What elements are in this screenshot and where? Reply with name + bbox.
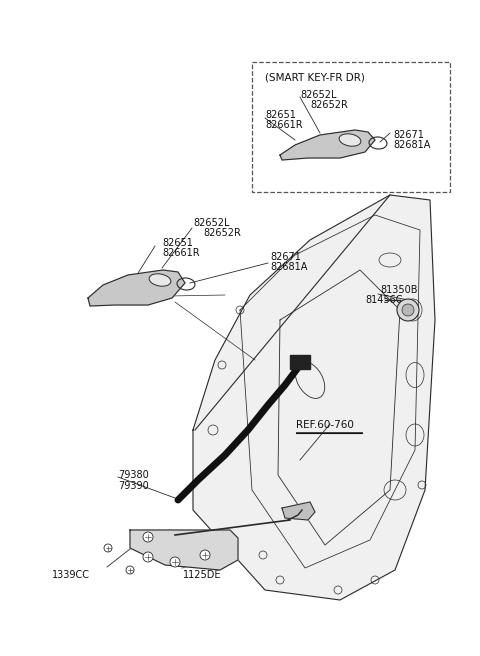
Text: 81456C: 81456C [365, 295, 403, 305]
Text: 82661R: 82661R [162, 248, 200, 258]
Bar [290, 355, 310, 369]
Text: 82651: 82651 [162, 238, 193, 248]
Circle shape [143, 532, 153, 542]
Text: 82661R: 82661R [265, 120, 302, 130]
Circle shape [402, 304, 414, 316]
Text: 82652R: 82652R [203, 228, 241, 238]
Ellipse shape [339, 134, 361, 146]
Text: 82681A: 82681A [270, 262, 307, 272]
Text: (SMART KEY-FR DR): (SMART KEY-FR DR) [265, 72, 365, 82]
Text: 82651: 82651 [265, 110, 296, 120]
Polygon shape [193, 195, 435, 600]
Text: 1125DE: 1125DE [183, 570, 221, 580]
Text: 81350B: 81350B [380, 285, 418, 295]
Circle shape [104, 544, 112, 552]
Polygon shape [130, 530, 238, 570]
Text: 82671: 82671 [270, 252, 301, 262]
Circle shape [126, 566, 134, 574]
Circle shape [200, 550, 210, 560]
Text: 79390: 79390 [118, 481, 149, 491]
Text: 82652L: 82652L [193, 218, 229, 228]
Polygon shape [282, 502, 315, 520]
Text: 82652R: 82652R [310, 100, 348, 110]
Circle shape [143, 552, 153, 562]
Text: 1339CC: 1339CC [52, 570, 90, 580]
Ellipse shape [149, 274, 171, 286]
Text: 79380: 79380 [118, 470, 149, 480]
Circle shape [170, 557, 180, 567]
Text: 82681A: 82681A [393, 140, 431, 150]
Text: REF.60-760: REF.60-760 [296, 420, 354, 430]
Polygon shape [88, 270, 185, 306]
Text: 82652L: 82652L [300, 90, 336, 100]
Bar [252, 62, 450, 192]
Polygon shape [280, 130, 375, 160]
Text: 82671: 82671 [393, 130, 424, 140]
Circle shape [397, 299, 419, 321]
